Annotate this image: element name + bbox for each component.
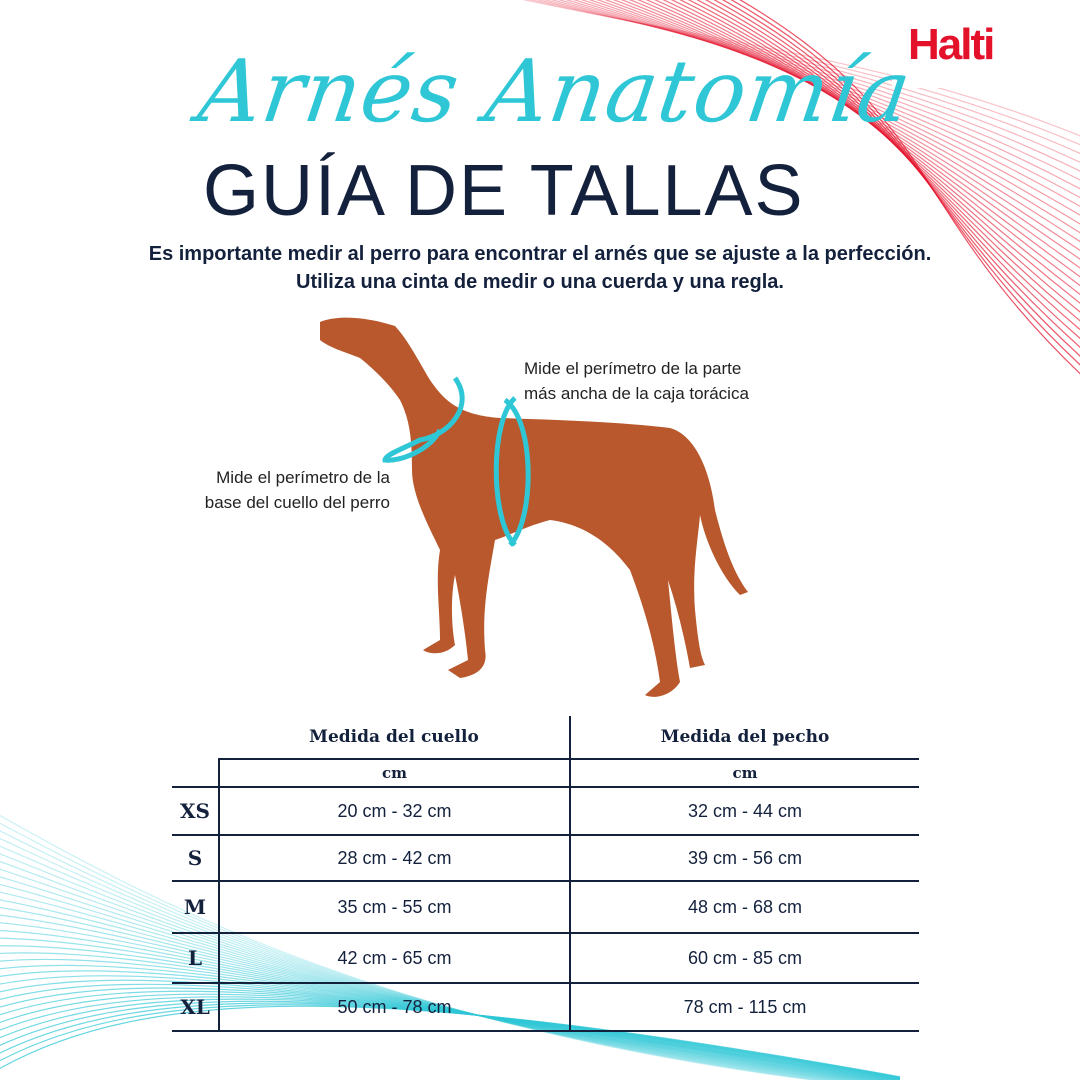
size-label: L (172, 933, 219, 984)
red-wave-line (522, 0, 1080, 137)
chest-value: 48 cm - 68 cm (569, 881, 919, 934)
neck-annotation-line-2: base del cuello del perro (204, 493, 390, 512)
chest-measure-arc (503, 397, 531, 547)
page-title: GUÍA DE TALLAS (203, 151, 805, 231)
red-wave-line (543, 0, 1080, 163)
table-row: XS 20 cm - 32 cm 32 cm - 44 cm (172, 787, 919, 836)
size-label: XS (172, 787, 219, 836)
chest-annotation-line-1: Mide el perímetro de la parte (524, 359, 742, 378)
red-wave-line (721, 0, 1080, 357)
halti-logo: Halti (908, 20, 995, 69)
chest-value: 39 cm - 56 cm (569, 835, 919, 882)
red-wave-line (596, 0, 1080, 225)
dog-silhouette (320, 317, 748, 697)
script-title: Arnés Anatomía (192, 42, 918, 142)
chest-value: 60 cm - 85 cm (569, 933, 919, 984)
neck-value: 28 cm - 42 cm (218, 835, 570, 882)
red-wave-line (739, 0, 1080, 375)
table-header-row: Medida del cuello Medida del pecho (172, 716, 919, 759)
table-row: S 28 cm - 42 cm 39 cm - 56 cm (172, 835, 919, 882)
chest-value: 78 cm - 115 cm (569, 983, 919, 1032)
neck-value: 50 cm - 78 cm (218, 983, 570, 1032)
red-wave-line (557, 0, 1080, 181)
neck-value: 20 cm - 32 cm (218, 787, 570, 836)
red-wave-line (588, 0, 1080, 216)
size-table: Medida del cuello Medida del pecho cm cm… (172, 716, 919, 1032)
table-row: XL 50 cm - 78 cm 78 cm - 115 cm (172, 983, 919, 1032)
size-label: XL (172, 983, 219, 1032)
red-wave-line (704, 0, 1080, 340)
red-wave-line (713, 0, 1080, 348)
red-wave-line (604, 0, 1080, 234)
chest-measure-icon (493, 396, 517, 547)
chest-annotation: Mide el perímetro de la parte más ancha … (524, 356, 749, 406)
size-label: S (172, 835, 219, 882)
red-wave-line (550, 0, 1080, 172)
table-row: M 35 cm - 55 cm 48 cm - 68 cm (172, 881, 919, 934)
neck-value: 35 cm - 55 cm (218, 881, 570, 934)
chest-annotation-line-2: más ancha de la caja torácica (524, 384, 749, 403)
header-chest: Medida del pecho (569, 716, 919, 759)
neck-annotation: Mide el perímetro de la base del cuello … (150, 465, 390, 515)
unit-chest: cm (569, 758, 919, 788)
unit-neck: cm (218, 758, 570, 788)
empty-corner (172, 716, 219, 759)
table-row: L 42 cm - 65 cm 60 cm - 85 cm (172, 933, 919, 984)
intro-text: Es importante medir al perro para encont… (0, 240, 1080, 296)
dog-illustration (320, 317, 748, 697)
header-neck: Medida del cuello (309, 727, 479, 747)
neck-measure-icon (382, 376, 465, 463)
table-units-row: cm cm (172, 758, 919, 788)
chest-value: 32 cm - 44 cm (569, 787, 919, 836)
red-wave-line (730, 0, 1080, 366)
neck-annotation-line-1: Mide el perímetro de la (216, 468, 390, 487)
intro-line-1: Es importante medir al perro para encont… (148, 243, 932, 265)
neck-value: 42 cm - 65 cm (218, 933, 570, 984)
red-wave-line (529, 0, 1080, 146)
empty-corner (172, 759, 219, 788)
intro-line-2: Utiliza una cinta de medir o una cuerda … (296, 271, 784, 293)
size-label: M (172, 881, 219, 934)
logo-background (892, 0, 1024, 88)
